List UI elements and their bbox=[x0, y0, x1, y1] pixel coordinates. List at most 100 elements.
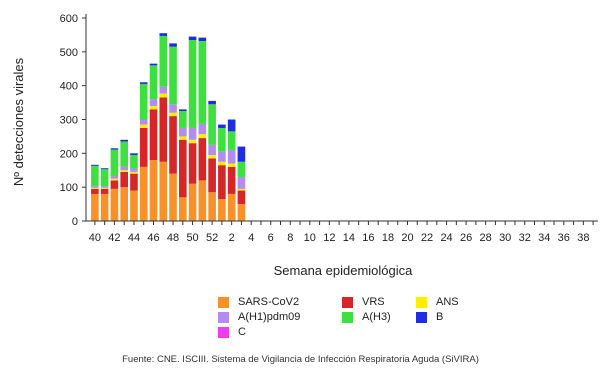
bar-segment bbox=[169, 104, 177, 113]
bar-segment bbox=[91, 164, 99, 166]
bar-segment bbox=[169, 173, 177, 221]
bar-segment bbox=[169, 43, 177, 47]
legend-item-b: B bbox=[416, 310, 476, 324]
bar-segment bbox=[179, 109, 187, 112]
bar-segment bbox=[188, 183, 197, 221]
bar-segment bbox=[100, 188, 109, 194]
x-tick-label: 26 bbox=[460, 232, 472, 244]
legend-swatch bbox=[218, 311, 229, 323]
bar-segment bbox=[188, 127, 197, 140]
bar-segment bbox=[188, 39, 197, 128]
bar-segment bbox=[120, 170, 128, 172]
bar-segment bbox=[149, 99, 158, 106]
bar-segment bbox=[208, 192, 216, 221]
bar-segment bbox=[100, 187, 109, 189]
bar-segment bbox=[91, 193, 99, 221]
bar-segment bbox=[159, 97, 168, 162]
bar-segment bbox=[91, 165, 99, 187]
bar-segment bbox=[149, 63, 158, 66]
legend-label: C bbox=[238, 326, 246, 338]
x-tick-label: 30 bbox=[499, 232, 511, 244]
bar-segment bbox=[237, 161, 246, 178]
bar-segment bbox=[139, 127, 148, 167]
bar-segment bbox=[120, 171, 128, 188]
bar-segment bbox=[188, 139, 197, 144]
bar-segment bbox=[149, 160, 158, 221]
y-axis-title: Nº detecciones virales bbox=[11, 57, 26, 186]
bar-segment bbox=[91, 186, 99, 188]
legend-item-a-h3: A(H3) bbox=[342, 310, 416, 324]
x-tick-label: 10 bbox=[304, 232, 316, 244]
bar-segment bbox=[188, 36, 197, 40]
bar-segment bbox=[149, 109, 158, 161]
bar-segment bbox=[149, 65, 158, 100]
stacked-bar-chart: Nº detecciones virales Semana epidemioló… bbox=[11, 13, 598, 278]
bar-segment bbox=[120, 166, 128, 171]
bar-segment bbox=[110, 180, 119, 189]
bar-segment bbox=[169, 46, 177, 105]
legend-item-sars-cov2: SARS-CoV2 bbox=[218, 295, 342, 309]
legend-item-c: C bbox=[218, 325, 342, 339]
bar-segment bbox=[139, 83, 148, 120]
legend-swatch bbox=[342, 296, 353, 308]
bar-segment bbox=[227, 193, 236, 221]
bar-segment bbox=[100, 169, 109, 187]
bar-segment bbox=[237, 177, 246, 189]
bar-segment bbox=[218, 124, 226, 128]
x-tick-label: 50 bbox=[186, 232, 198, 244]
y-tick-label: 400 bbox=[60, 81, 78, 93]
bar-segment bbox=[130, 190, 138, 221]
bar-segment bbox=[218, 127, 226, 152]
bar-segment bbox=[139, 119, 148, 125]
bar-segment bbox=[159, 86, 168, 94]
bar-segment bbox=[110, 176, 119, 179]
legend-swatch bbox=[416, 296, 427, 308]
bar-segment bbox=[130, 168, 138, 172]
bar-segment bbox=[227, 119, 236, 132]
x-tick-label: 48 bbox=[167, 232, 179, 244]
bar-segment bbox=[159, 33, 168, 36]
bar-segment bbox=[179, 197, 187, 221]
legend-item-ans: ANS bbox=[416, 295, 476, 309]
y-tick-label: 500 bbox=[60, 47, 78, 59]
bar-segment bbox=[198, 134, 207, 139]
x-tick-label: 4 bbox=[248, 232, 254, 244]
x-tick-label: 36 bbox=[558, 232, 570, 244]
bar-segment bbox=[218, 199, 226, 221]
legend-label: VRS bbox=[362, 296, 385, 308]
x-tick-label: 22 bbox=[421, 232, 433, 244]
bar-segment bbox=[218, 165, 226, 200]
legend-label: SARS-CoV2 bbox=[238, 296, 300, 308]
bar-segment bbox=[110, 188, 119, 221]
bar-segment bbox=[110, 148, 119, 150]
bar-segment bbox=[198, 41, 207, 124]
bar-segment bbox=[237, 204, 246, 221]
bar-segment bbox=[130, 171, 138, 174]
bar-segment bbox=[208, 100, 216, 105]
bar-segment bbox=[139, 82, 148, 84]
bar-segment bbox=[139, 124, 148, 128]
x-tick-label: 40 bbox=[89, 232, 101, 244]
bar-segment bbox=[120, 139, 128, 142]
bar-segment bbox=[218, 151, 226, 162]
bar-segment bbox=[179, 127, 187, 137]
bar-segment bbox=[227, 149, 236, 164]
bar-segment bbox=[227, 166, 236, 194]
legend-swatch bbox=[218, 326, 229, 338]
bar-segment bbox=[159, 93, 168, 98]
x-tick-label: 6 bbox=[268, 232, 274, 244]
bars-group bbox=[91, 33, 246, 221]
x-tick-label: 52 bbox=[206, 232, 218, 244]
legend-swatch bbox=[218, 296, 229, 308]
bar-segment bbox=[227, 163, 236, 167]
legend-item-a-h1-pdm09: A(H1)pdm09 bbox=[218, 310, 342, 324]
x-tick-label: 24 bbox=[440, 232, 452, 244]
x-tick-label: 34 bbox=[538, 232, 550, 244]
bar-segment bbox=[120, 141, 128, 167]
bar-segment bbox=[130, 155, 138, 169]
bar-segment bbox=[218, 161, 226, 166]
legend: SARS-CoV2 VRS ANS A(H1)pdm09 A(H3) B C bbox=[218, 295, 476, 339]
bar-segment bbox=[237, 146, 246, 162]
bar-segment bbox=[198, 37, 207, 41]
